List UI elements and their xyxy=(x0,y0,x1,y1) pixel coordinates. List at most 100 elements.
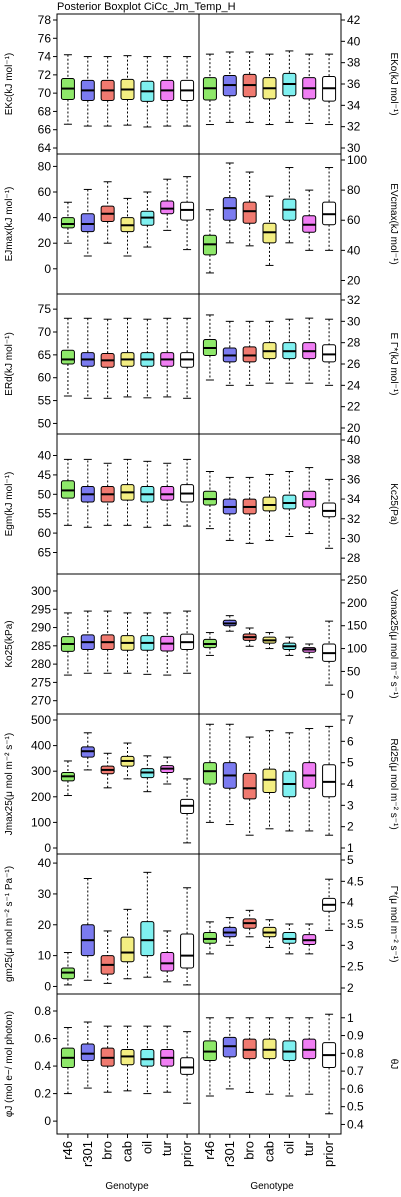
box-oil xyxy=(282,923,297,955)
box-cab xyxy=(262,919,277,948)
box-oil xyxy=(282,167,297,244)
box-r301 xyxy=(80,317,95,399)
panel-3: 0 20 40 60 80 EJmax(kJ mol⁻¹) xyxy=(4,153,200,295)
panel-2: 30 32 34 36 38 40 42 EKo(kJ mol⁻¹) xyxy=(198,13,399,155)
y-tick-label: 75 xyxy=(38,302,52,316)
y-tick-label: 28 xyxy=(347,551,361,565)
iqr-box xyxy=(262,768,277,794)
panel-16: 0.4 0.5 0.6 0.7 0.8 0.9 1 θJ xyxy=(198,993,399,1135)
box-r46 xyxy=(202,53,217,126)
y-tick-label: 0.5 xyxy=(347,1100,364,1114)
iqr-box xyxy=(202,762,217,785)
box-bro xyxy=(242,909,257,938)
box-r301 xyxy=(80,610,95,674)
box-oil xyxy=(282,636,297,656)
y-tick-label: 36 xyxy=(347,77,361,91)
panel-13: 0 10 20 30 40 gm25(μ mol m⁻² s⁻¹ Pa⁻¹) xyxy=(4,853,200,995)
panel-8: 28 30 32 34 36 38 40 Kc25(Pa) xyxy=(198,433,399,575)
box-r46 xyxy=(202,632,217,656)
box-prior xyxy=(180,458,195,527)
y-tick-label: 32 xyxy=(347,120,361,134)
iqr-box xyxy=(160,200,175,215)
y-tick-label: 42 xyxy=(347,13,361,27)
y-tick-label: 34 xyxy=(347,492,361,506)
panel-9: 270 275 280 285 290 295 300 Ko25(kPa) xyxy=(4,573,200,715)
x-tick-label-oil: oil xyxy=(139,1141,154,1154)
y-tick-label: 32 xyxy=(347,512,361,526)
box-tur xyxy=(302,643,317,659)
y-tick-label: 250 xyxy=(347,573,367,587)
box-r46 xyxy=(60,54,75,125)
y-axis-title: EKc(kJ mol⁻¹) xyxy=(4,53,15,116)
y-axis-title: gm25(μ mol m⁻² s⁻¹ Pa⁻¹) xyxy=(4,866,15,982)
box-r301 xyxy=(80,188,95,257)
x-tick-label-r46: r46 xyxy=(60,1141,75,1160)
box-cab xyxy=(120,458,135,526)
y-tick-label: 30 xyxy=(38,887,52,901)
box-r301 xyxy=(80,1021,95,1089)
y-tick-label: 0.7 xyxy=(347,1064,364,1078)
box-tur xyxy=(302,467,317,535)
y-tick-label: 74 xyxy=(38,50,52,64)
y-tick-label: 55 xyxy=(38,507,52,521)
box-tur xyxy=(302,53,317,124)
y-tick-label: 38 xyxy=(347,56,361,70)
iqr-box xyxy=(180,1057,195,1075)
box-bro xyxy=(242,51,257,123)
y-tick-label: 150 xyxy=(347,619,367,633)
y-tick-label: 45 xyxy=(38,468,52,482)
iqr-box xyxy=(282,932,297,944)
y-tick-label: 270 xyxy=(31,694,51,708)
y-tick-label: 500 xyxy=(31,713,51,727)
y-tick-label: 70 xyxy=(38,86,52,100)
y-tick-label: 0.8 xyxy=(347,1046,364,1060)
panel-11: 0 100 200 300 400 500 Jmax25(μ mol m⁻² s⁻¹) xyxy=(4,713,200,855)
box-prior xyxy=(180,610,195,674)
y-axis-title: Ko25(kPa) xyxy=(4,620,15,667)
box-r46 xyxy=(202,209,217,274)
box-r46 xyxy=(60,201,75,244)
y-tick-label: 400 xyxy=(31,739,51,753)
box-r46 xyxy=(60,612,75,676)
box-r301 xyxy=(222,723,237,826)
y-tick-label: 66 xyxy=(38,123,52,137)
box-oil xyxy=(282,732,297,832)
box-r46 xyxy=(60,458,75,526)
box-tur xyxy=(160,56,175,127)
iqr-box xyxy=(80,1043,95,1062)
y-tick-label: 30 xyxy=(347,531,361,545)
y-tick-label: 22 xyxy=(347,400,361,414)
y-tick-label: 60 xyxy=(38,526,52,540)
y-tick-label: 200 xyxy=(31,790,51,804)
y-tick-label: 1 xyxy=(347,841,354,855)
y-tick-label: 0.2 xyxy=(34,1087,51,1101)
iqr-box xyxy=(242,772,257,800)
y-axis-title: Rd25(μ mol m⁻² s⁻¹) xyxy=(388,738,399,829)
x-tick-label-cab: cab xyxy=(120,1141,135,1162)
y-tick-label: 60 xyxy=(38,371,52,385)
box-prior xyxy=(180,1031,195,1104)
box-prior xyxy=(322,53,337,126)
y-tick-label: 0 xyxy=(347,687,354,701)
y-tick-label: 290 xyxy=(31,621,51,635)
iqr-box xyxy=(322,764,337,798)
panel-12: 1 2 3 4 5 6 7 Rd25(μ mol m⁻² s⁻¹) xyxy=(198,713,399,855)
box-bro xyxy=(242,476,257,544)
y-tick-label: 7 xyxy=(347,713,354,727)
y-tick-label: 3 xyxy=(347,798,354,812)
panel-6: 20 22 24 26 28 30 32 E Γ*(kJ mol⁻¹) xyxy=(198,293,399,435)
x-tick-label-bro: bro xyxy=(100,1141,115,1160)
box-bro xyxy=(242,736,257,836)
chart-title: Posterior Boxplot CiCc_Jm_Temp_H xyxy=(57,1,236,13)
box-oil xyxy=(282,318,297,384)
y-tick-label: 280 xyxy=(31,657,51,671)
box-bro xyxy=(242,1017,257,1093)
y-tick-label: 300 xyxy=(31,584,51,598)
y-tick-label: 50 xyxy=(38,487,52,501)
box-r46 xyxy=(202,921,217,955)
y-tick-label: 0.4 xyxy=(34,1059,51,1073)
box-bro xyxy=(100,56,115,127)
iqr-box xyxy=(202,932,217,944)
y-tick-label: 0 xyxy=(44,841,51,855)
